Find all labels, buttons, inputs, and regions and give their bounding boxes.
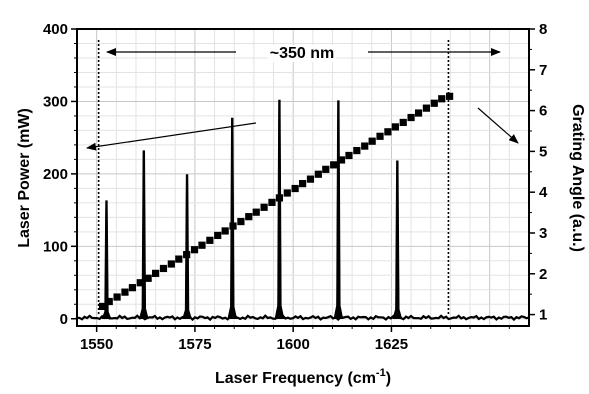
angle-point — [376, 132, 384, 140]
angle-point — [237, 217, 245, 226]
angle-point — [361, 142, 369, 150]
y-right-tick-label: 2 — [539, 266, 547, 283]
angle-point — [268, 198, 276, 206]
power-peak — [101, 200, 112, 320]
y-right-tick-label: 8 — [539, 21, 547, 38]
arrow-to-right-axis — [477, 107, 519, 144]
angle-point — [430, 99, 438, 107]
angle-point — [183, 251, 191, 259]
angle-point — [190, 246, 199, 254]
angle-point — [306, 175, 315, 183]
power-peak — [138, 150, 149, 320]
plot-marks — [75, 40, 530, 322]
angle-point — [245, 213, 253, 221]
angle-point — [446, 92, 454, 100]
angle-point — [159, 264, 168, 273]
angle-point — [206, 236, 214, 244]
power-peak — [274, 99, 285, 320]
arrow-to-left-axis — [86, 122, 257, 151]
y-left-tick-label: 200 — [43, 166, 68, 183]
y-left-tick-label: 0 — [60, 311, 68, 328]
y-left-tick-label: 100 — [43, 238, 68, 255]
power-baseline — [75, 314, 530, 322]
angle-point — [299, 180, 307, 188]
angle-point — [214, 231, 222, 240]
x-tick-label: 1600 — [276, 336, 309, 353]
angle-point — [175, 255, 183, 263]
angle-point — [221, 227, 229, 235]
angle-point — [98, 302, 107, 311]
angle-point — [322, 165, 330, 173]
angle-point — [136, 279, 144, 287]
angle-point — [414, 109, 423, 117]
angle-point — [330, 161, 338, 169]
angle-point — [283, 189, 291, 197]
y-left-tick-label: 300 — [43, 93, 68, 110]
angle-point — [291, 184, 299, 193]
angle-point — [198, 241, 206, 249]
angle-point — [105, 297, 113, 306]
angle-point — [167, 260, 175, 268]
angle-point — [113, 293, 121, 301]
x-tick-label: 1625 — [375, 336, 408, 353]
y-axis-right-label: Grating Angle (a.u.) — [569, 104, 586, 252]
angle-point — [314, 170, 322, 178]
angle-point — [252, 208, 260, 216]
power-peak — [227, 117, 238, 320]
y-right-tick-label: 5 — [539, 143, 547, 160]
y-right-tick-label: 7 — [539, 62, 547, 79]
angle-point — [391, 123, 399, 131]
angle-point — [407, 113, 415, 122]
x-axis-label: Laser Frequency (cm-1) — [215, 367, 391, 387]
angle-point — [229, 222, 237, 230]
power-peak — [182, 174, 192, 320]
x-tick-label: 1575 — [178, 336, 211, 353]
angle-point — [345, 151, 353, 160]
angle-point — [438, 95, 446, 103]
angle-point — [337, 156, 346, 164]
angle-point — [275, 194, 284, 202]
y-right-tick-label: 4 — [539, 184, 548, 201]
angle-point — [121, 288, 129, 296]
x-tick-label: 1550 — [80, 336, 113, 353]
grid — [77, 28, 529, 326]
angle-point — [399, 118, 407, 127]
power-peak — [392, 160, 403, 320]
axis-ticks: 1550 1575 1600 1625 0 100 200 300 400 1 2 3 4 5 6 7 8 — [43, 21, 548, 353]
annotation-background — [267, 45, 337, 62]
y-right-tick-label: 6 — [539, 103, 547, 120]
angle-point — [384, 128, 392, 136]
y-right-tick-label: 1 — [539, 307, 547, 324]
y-right-tick-label: 3 — [539, 225, 547, 242]
plot-frame — [76, 28, 530, 327]
y-axis-left-label: Laser Power (mW) — [16, 108, 33, 248]
range-annotation: ~350 nm — [270, 45, 334, 62]
angle-point — [353, 146, 361, 155]
angle-point — [368, 137, 376, 145]
annotations: ~350 nm — [86, 45, 519, 151]
angle-point — [260, 203, 268, 211]
angle-point — [144, 274, 152, 282]
angle-point — [422, 104, 431, 112]
y-left-tick-label: 400 — [43, 21, 68, 38]
power-peak — [333, 100, 344, 320]
angle-point — [152, 269, 160, 277]
angle-point — [128, 284, 137, 292]
